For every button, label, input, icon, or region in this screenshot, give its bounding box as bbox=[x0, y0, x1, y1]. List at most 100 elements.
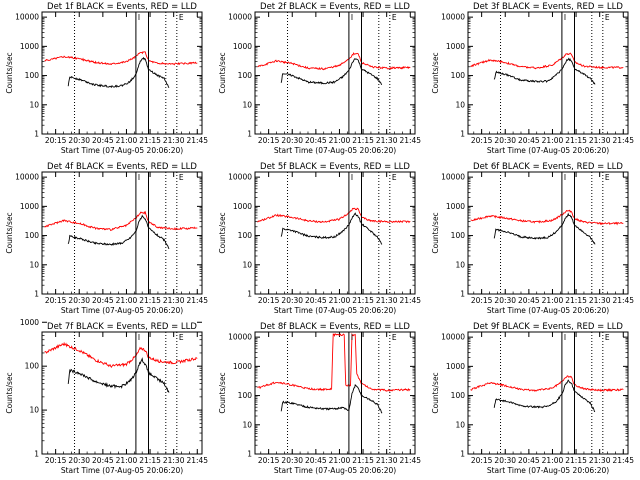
y-tick-label: 10 bbox=[455, 100, 465, 109]
y-tick-label: 1 bbox=[460, 130, 465, 139]
series-lld bbox=[44, 341, 198, 368]
panel-title: Det 5f BLACK = Events, RED = LLD bbox=[260, 162, 410, 172]
y-axis-label: Counts/sec bbox=[5, 52, 14, 93]
plot-frame bbox=[254, 331, 416, 455]
x-tick-label: 20:15 bbox=[471, 136, 493, 145]
y-tick-label: 1000 bbox=[20, 318, 39, 327]
x-tick-label: 21:45 bbox=[186, 136, 208, 145]
y-tick-label: 10000 bbox=[441, 13, 465, 22]
marker-e: E bbox=[392, 173, 397, 182]
x-tick-label: 21:30 bbox=[376, 296, 398, 305]
panel-det-4: Det 4f BLACK = Events, RED = LLD Counts/s… bbox=[5, 162, 208, 315]
y-axis-label: Counts/sec bbox=[431, 52, 440, 93]
y-axis-label: Counts/sec bbox=[431, 212, 440, 253]
y-axis-label: Counts/sec bbox=[431, 372, 440, 413]
x-tick-label: 21:00 bbox=[329, 296, 351, 305]
x-tick-label: 20:15 bbox=[471, 296, 493, 305]
marker-e: E bbox=[392, 333, 397, 342]
y-tick-label: 10 bbox=[29, 406, 39, 415]
marker-i: I bbox=[564, 13, 566, 22]
x-tick-label: 21:15 bbox=[565, 296, 587, 305]
panel-det-1: Det 1f BLACK = Events, RED = LLD Counts/s… bbox=[5, 2, 208, 155]
panel-title: Det 8f BLACK = Events, RED = LLD bbox=[260, 322, 410, 332]
y-tick-label: 100 bbox=[25, 362, 40, 371]
panel-title: Det 1f BLACK = Events, RED = LLD bbox=[47, 2, 197, 12]
y-tick-label: 1 bbox=[247, 130, 252, 139]
x-tick-label: 20:30 bbox=[281, 456, 303, 465]
plot-frame bbox=[467, 171, 629, 295]
marker-i: I bbox=[351, 13, 353, 22]
x-tick-label: 20:45 bbox=[92, 136, 114, 145]
x-axis-label: Start Time (07-Aug-05 20:06:20) bbox=[274, 146, 396, 155]
x-tick-label: 21:45 bbox=[612, 296, 634, 305]
panel-det-3: Det 3f BLACK = Events, RED = LLD Counts/s… bbox=[431, 2, 634, 155]
y-tick-label: 1 bbox=[460, 290, 465, 299]
x-axis-label: Start Time (07-Aug-05 20:06:20) bbox=[487, 146, 609, 155]
marker-e: E bbox=[179, 333, 184, 342]
plot-frame bbox=[467, 11, 629, 135]
series-events bbox=[280, 383, 383, 414]
series-events bbox=[493, 57, 596, 85]
x-tick-label: 21:00 bbox=[116, 296, 138, 305]
series-events bbox=[493, 379, 596, 413]
series-lld bbox=[470, 52, 624, 70]
x-tick-label: 21:45 bbox=[612, 456, 634, 465]
marker-i: I bbox=[138, 333, 140, 342]
x-axis-label: Start Time (07-Aug-05 20:06:20) bbox=[274, 466, 396, 475]
y-tick-label: 1 bbox=[247, 290, 252, 299]
y-tick-label: 1 bbox=[34, 130, 39, 139]
marker-i: I bbox=[564, 333, 566, 342]
x-tick-label: 20:15 bbox=[258, 136, 280, 145]
panel-det-5: Det 5f BLACK = Events, RED = LLD Counts/s… bbox=[218, 162, 421, 315]
x-axis-label: Start Time (07-Aug-05 20:06:20) bbox=[61, 146, 183, 155]
x-tick-label: 21:30 bbox=[589, 296, 611, 305]
x-tick-label: 20:15 bbox=[471, 456, 493, 465]
plot-frame bbox=[254, 171, 416, 295]
x-tick-label: 20:45 bbox=[305, 456, 327, 465]
y-tick-label: 1000 bbox=[446, 202, 465, 211]
marker-i: I bbox=[138, 13, 140, 22]
x-tick-label: 21:15 bbox=[139, 136, 161, 145]
x-tick-label: 21:45 bbox=[612, 136, 634, 145]
x-tick-label: 21:30 bbox=[163, 136, 185, 145]
y-axis-label: Counts/sec bbox=[218, 52, 227, 93]
x-tick-label: 21:15 bbox=[565, 456, 587, 465]
x-tick-label: 21:45 bbox=[186, 296, 208, 305]
marker-e: E bbox=[392, 13, 397, 22]
x-axis-label: Start Time (07-Aug-05 20:06:20) bbox=[487, 306, 609, 315]
y-tick-label: 1 bbox=[460, 450, 465, 459]
y-tick-label: 10000 bbox=[228, 13, 252, 22]
x-tick-label: 20:30 bbox=[494, 456, 516, 465]
x-tick-label: 21:45 bbox=[399, 136, 421, 145]
x-axis-label: Start Time (07-Aug-05 20:06:20) bbox=[274, 306, 396, 315]
x-tick-label: 21:00 bbox=[116, 456, 138, 465]
x-tick-label: 21:30 bbox=[589, 136, 611, 145]
y-axis-label: Counts/sec bbox=[218, 212, 227, 253]
y-tick-label: 10 bbox=[242, 100, 252, 109]
series-events bbox=[280, 58, 383, 85]
panel-det-2: Det 2f BLACK = Events, RED = LLD Counts/s… bbox=[218, 2, 421, 155]
plot-frame bbox=[41, 331, 203, 455]
y-tick-label: 1 bbox=[247, 450, 252, 459]
marker-e: E bbox=[605, 173, 610, 182]
x-tick-label: 21:30 bbox=[376, 456, 398, 465]
x-tick-label: 20:45 bbox=[305, 296, 327, 305]
x-tick-label: 20:30 bbox=[68, 136, 90, 145]
x-tick-label: 21:15 bbox=[139, 296, 161, 305]
series-lld bbox=[257, 52, 411, 71]
marker-e: E bbox=[179, 13, 184, 22]
y-tick-label: 1000 bbox=[233, 362, 252, 371]
series-events bbox=[493, 212, 596, 245]
y-axis-label: Counts/sec bbox=[218, 372, 227, 413]
y-tick-label: 1000 bbox=[233, 202, 252, 211]
y-tick-label: 1000 bbox=[233, 42, 252, 51]
panel-title: Det 7f BLACK = Events, RED = LLD bbox=[47, 322, 197, 332]
series-lld bbox=[44, 51, 198, 66]
x-tick-label: 20:30 bbox=[68, 456, 90, 465]
x-tick-label: 20:45 bbox=[305, 136, 327, 145]
y-tick-label: 100 bbox=[25, 231, 40, 240]
x-tick-label: 21:00 bbox=[329, 136, 351, 145]
x-tick-label: 21:30 bbox=[163, 296, 185, 305]
y-tick-label: 10000 bbox=[441, 333, 465, 342]
x-axis-label: Start Time (07-Aug-05 20:06:20) bbox=[487, 466, 609, 475]
